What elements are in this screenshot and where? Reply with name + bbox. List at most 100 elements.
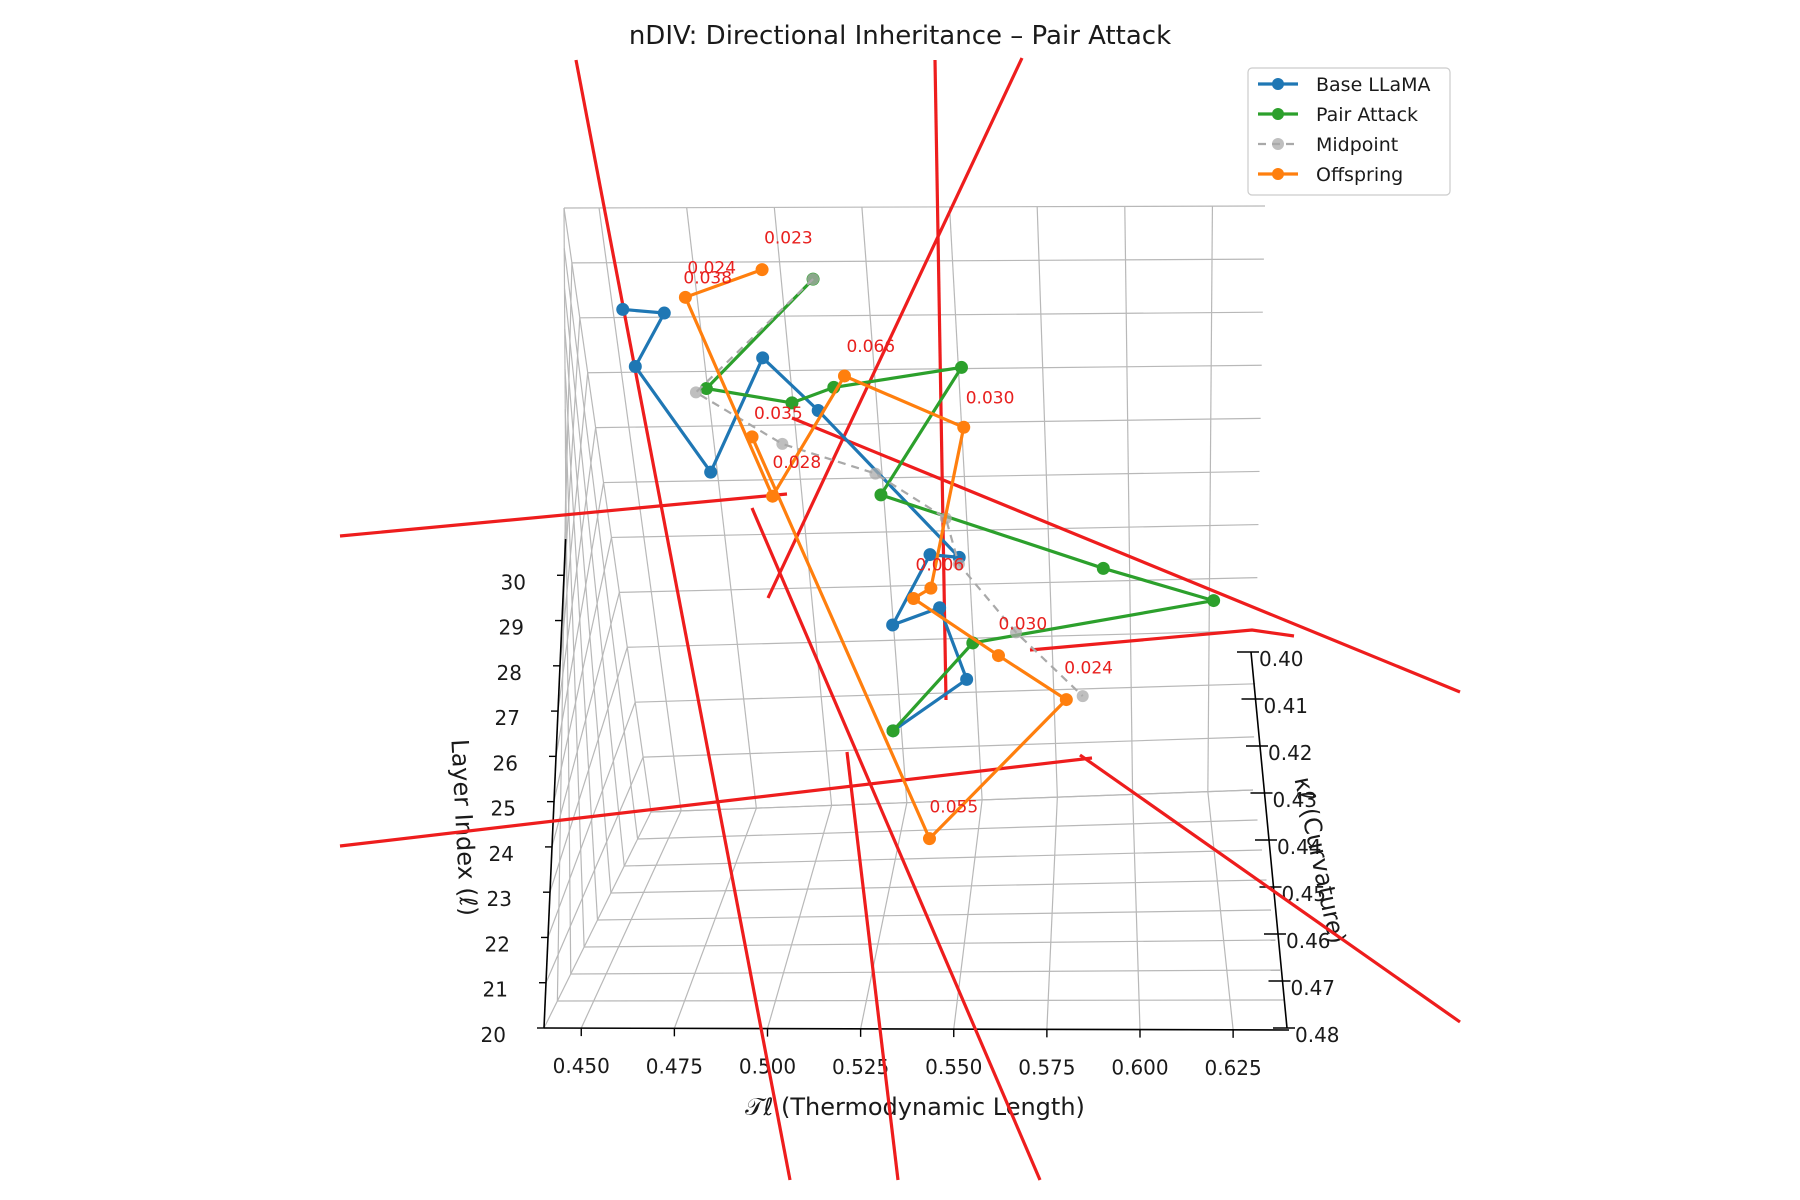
x-axis-label: 𝒯ℓ (Thermodynamic Length) [745,1093,1085,1121]
data-point-3-10 [745,430,759,444]
grid-line-back-x-5 [1036,206,1058,798]
legend-swatch-marker-2 [1272,138,1284,150]
y-tick-label-8: 0.48 [1295,1023,1340,1047]
grid-line-side-y-2 [563,288,625,867]
data-point-3-4 [957,420,971,434]
data-point-2-0 [807,273,820,286]
z-tick-label-9: 29 [499,616,524,640]
reference-line-9 [845,751,900,1181]
z-tick-label-7: 27 [495,706,520,730]
annotation-label-0: 0.024 [687,258,736,278]
y-tick-label-4: 0.44 [1277,835,1322,859]
annotations: 0.0240.0380.0230.0660.0350.0280.0300.006… [683,229,1113,818]
data-point-1-4 [954,360,968,374]
legend-swatch-marker-1 [1272,108,1284,120]
annotation-label-3: 0.066 [846,337,895,357]
y-tick-label-3: 0.43 [1273,788,1318,812]
data-point-1-9 [886,724,900,738]
annotation-label-4: 0.035 [754,404,803,424]
y-tick-label-7: 0.47 [1291,976,1336,1000]
legend-swatch-marker-3 [1272,168,1284,180]
reference-line-8 [750,507,1042,1181]
grid-line-floor-y-5 [584,939,1276,948]
grid-line-back-z-3 [627,630,1257,648]
annotation-label-8: 0.024 [1064,659,1113,679]
legend-label-2: Midpoint [1316,134,1398,156]
data-point-0-10 [960,672,974,686]
grid-line-back-z-10 [571,258,1264,264]
annotation-label-2: 0.023 [764,229,813,249]
reference-line-7 [1079,753,1461,1024]
data-point-0-7 [923,548,937,562]
z-tick-labels: 20 21 22 23 24 25 26 27 28 29 30 [481,570,526,1047]
z-tick-label-10: 30 [501,570,526,594]
annotation-label-9: 0.030 [998,615,1047,635]
data-point-1-5 [874,488,888,502]
series-layer [616,263,1221,846]
z-tick-label-8: 28 [497,661,522,685]
grid [543,205,1290,1031]
grid-line-side-y-3 [564,328,612,894]
grid-line-floor-y-0 [650,789,1254,813]
series-line-1 [703,277,1215,732]
annotation-label-7: 0.006 [916,555,965,575]
reference-line-6 [791,416,1461,694]
z-tick-label-3: 23 [487,887,512,911]
z-tick-label-1: 21 [483,978,508,1002]
data-point-2-6 [1010,626,1023,639]
grid-line-floor-y-1 [637,819,1258,840]
y-tick-labels: 0.400.410.420.430.440.450.460.470.48 [1259,647,1340,1047]
grid-line-back-z-4 [619,577,1258,593]
x-tick-label-7: 0.625 [1204,1056,1261,1080]
series-offspring [678,263,1073,846]
grid-line-back-z-11 [563,205,1266,209]
data-point-0-8 [886,618,900,632]
grid-line-back-x-7 [1207,206,1214,792]
y-tick-label-2: 0.42 [1268,741,1313,765]
data-point-0-1 [657,306,671,320]
data-point-0-2 [628,360,642,374]
z-tick-label-2: 22 [485,932,510,956]
grid-line-back-x-3 [861,207,908,803]
legend-label-1: Pair Attack [1316,104,1418,126]
data-point-1-7 [1207,594,1221,608]
legend: Base LLaMA Pair Attack Midpoint Offspring [1247,67,1451,196]
data-point-1-6 [1096,561,1110,575]
data-point-0-3 [704,465,718,479]
annotation-label-1: 0.038 [683,268,732,288]
data-point-3-2 [766,489,780,503]
x-axis-line [543,1027,1290,1031]
y-tick-label-6: 0.46 [1286,929,1331,953]
z-tick-label-6: 26 [493,751,518,775]
reference-line-3 [339,492,788,538]
data-point-3-9 [922,832,936,846]
data-point-2-3 [869,467,882,480]
data-point-2-5 [952,558,965,571]
grid-line-side-y-4 [564,368,599,921]
grid-line-back-x-6 [1124,206,1134,795]
data-point-3-0 [755,263,769,277]
x-tick-label-6: 0.600 [1111,1056,1168,1080]
chart-title: nDIV: Directional Inheritance – Pair Att… [629,21,1171,51]
grid-line-back-z-6 [603,470,1260,484]
grid-line-floor-y-6 [570,969,1281,975]
data-point-1-1 [699,382,713,396]
x-axis: 0.450 0.475 0.500 0.525 0.550 0.575 0.600 0.625… [553,1054,1262,1121]
data-point-2-2 [776,437,789,450]
data-point-3-7 [991,649,1005,663]
z-tick-label-5: 25 [491,797,516,821]
data-point-3-3 [837,369,851,383]
annotation-label-5: 0.028 [773,453,822,473]
annotation-label-10: 0.055 [929,798,978,818]
data-point-0-4 [756,351,770,365]
grid-line-side-y-1 [563,248,639,840]
reference-line-2 [766,57,1024,599]
data-point-0-9 [933,601,947,615]
legend-label-3: Offspring [1316,164,1403,186]
x-tick-label-5: 0.575 [1018,1055,1075,1079]
grid-line-floor-y-3 [610,879,1267,894]
reference-line-0 [574,59,792,1181]
data-point-3-8 [1059,693,1073,707]
legend-frame [1247,67,1451,196]
